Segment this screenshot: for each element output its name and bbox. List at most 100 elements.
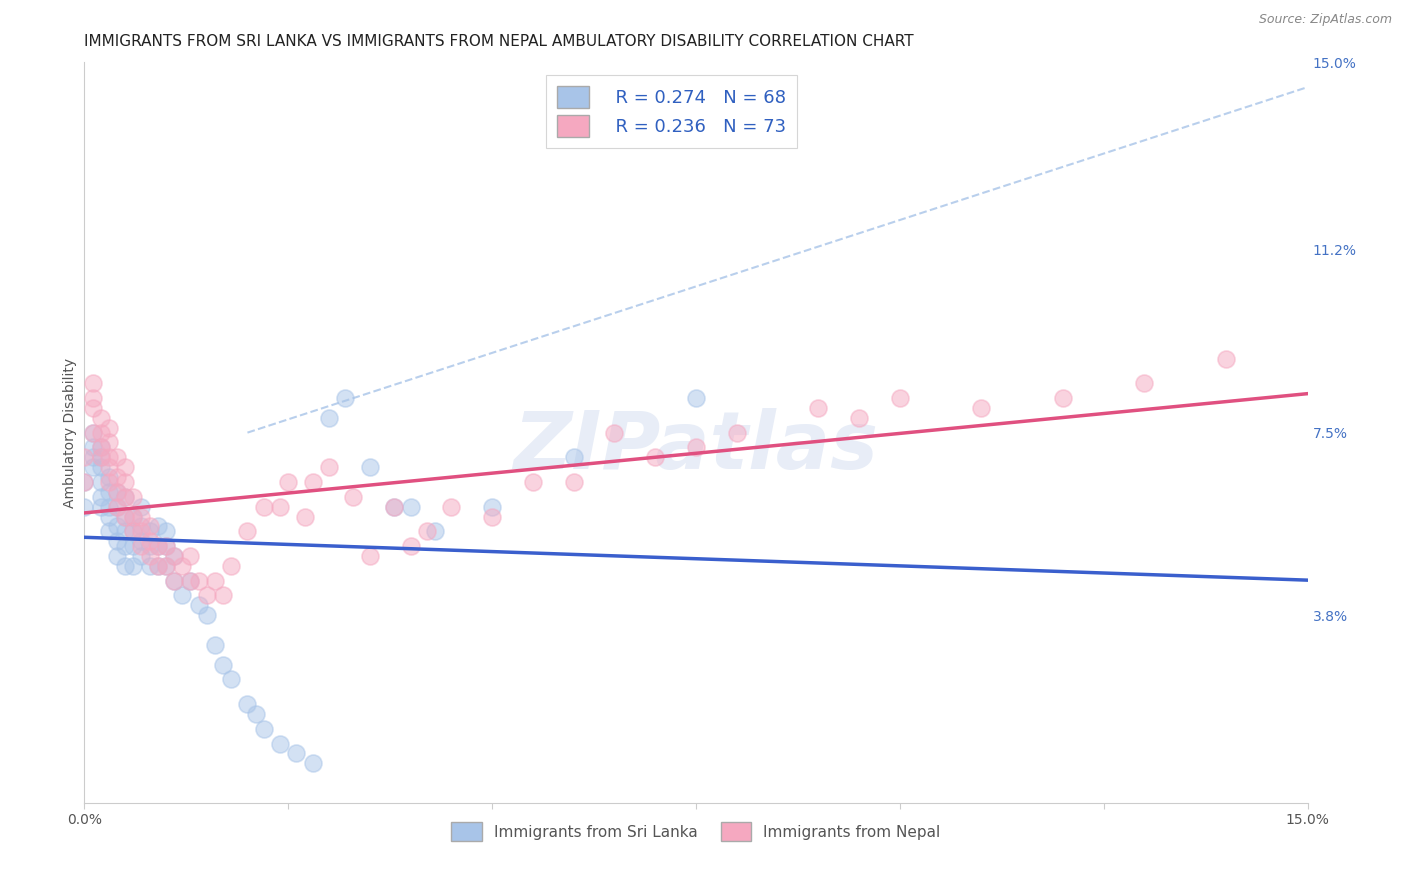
Point — [172, 589, 194, 603]
Point — [90, 441, 112, 455]
Point — [423, 524, 446, 539]
Point — [382, 500, 405, 514]
Point — [90, 475, 112, 489]
Point — [236, 524, 259, 539]
Point — [187, 574, 209, 588]
Point — [97, 460, 120, 475]
Point — [848, 410, 870, 425]
Point — [122, 539, 145, 553]
Point — [114, 475, 136, 489]
Point — [179, 549, 201, 563]
Point — [301, 756, 323, 771]
Point — [685, 441, 707, 455]
Point — [318, 460, 340, 475]
Point — [131, 519, 153, 533]
Point — [1052, 391, 1074, 405]
Point — [318, 410, 340, 425]
Point — [105, 519, 128, 533]
Point — [522, 475, 544, 489]
Point — [146, 539, 169, 553]
Point — [114, 509, 136, 524]
Point — [138, 534, 160, 549]
Point — [122, 509, 145, 524]
Point — [382, 500, 405, 514]
Point — [90, 425, 112, 440]
Point — [440, 500, 463, 514]
Point — [105, 484, 128, 499]
Point — [73, 475, 96, 489]
Point — [807, 401, 830, 415]
Y-axis label: Ambulatory Disability: Ambulatory Disability — [63, 358, 77, 508]
Point — [1215, 351, 1237, 366]
Point — [73, 450, 96, 465]
Point — [155, 524, 177, 539]
Point — [253, 500, 276, 514]
Point — [97, 470, 120, 484]
Point — [294, 509, 316, 524]
Point — [138, 549, 160, 563]
Point — [179, 574, 201, 588]
Point — [82, 460, 104, 475]
Point — [204, 638, 226, 652]
Point — [114, 509, 136, 524]
Point — [122, 558, 145, 573]
Text: Source: ZipAtlas.com: Source: ZipAtlas.com — [1258, 13, 1392, 27]
Point — [105, 500, 128, 514]
Point — [195, 589, 218, 603]
Legend: Immigrants from Sri Lanka, Immigrants from Nepal: Immigrants from Sri Lanka, Immigrants fr… — [446, 816, 946, 847]
Point — [97, 484, 120, 499]
Point — [82, 401, 104, 415]
Point — [122, 524, 145, 539]
Point — [172, 558, 194, 573]
Point — [163, 549, 186, 563]
Point — [97, 450, 120, 465]
Point — [416, 524, 439, 539]
Point — [114, 558, 136, 573]
Point — [146, 558, 169, 573]
Point — [90, 450, 112, 465]
Point — [219, 673, 242, 687]
Point — [131, 534, 153, 549]
Point — [285, 747, 308, 761]
Point — [212, 657, 235, 672]
Point — [105, 470, 128, 484]
Point — [73, 475, 96, 489]
Point — [90, 490, 112, 504]
Point — [179, 574, 201, 588]
Point — [82, 376, 104, 391]
Point — [122, 509, 145, 524]
Point — [105, 500, 128, 514]
Point — [105, 450, 128, 465]
Point — [105, 484, 128, 499]
Point — [73, 500, 96, 514]
Point — [82, 391, 104, 405]
Point — [163, 549, 186, 563]
Point — [236, 697, 259, 711]
Point — [342, 490, 364, 504]
Point — [163, 574, 186, 588]
Point — [146, 558, 169, 573]
Point — [359, 549, 381, 563]
Text: IMMIGRANTS FROM SRI LANKA VS IMMIGRANTS FROM NEPAL AMBULATORY DISABILITY CORRELA: IMMIGRANTS FROM SRI LANKA VS IMMIGRANTS … — [84, 34, 914, 49]
Point — [212, 589, 235, 603]
Point — [138, 524, 160, 539]
Point — [97, 500, 120, 514]
Text: ZIPatlas: ZIPatlas — [513, 409, 879, 486]
Point — [155, 539, 177, 553]
Point — [90, 500, 112, 514]
Point — [399, 539, 422, 553]
Point — [138, 519, 160, 533]
Point — [90, 460, 112, 475]
Point — [97, 509, 120, 524]
Point — [187, 599, 209, 613]
Point — [253, 722, 276, 736]
Point — [138, 539, 160, 553]
Point — [603, 425, 626, 440]
Point — [90, 410, 112, 425]
Point — [122, 490, 145, 504]
Point — [195, 608, 218, 623]
Point — [481, 500, 503, 514]
Point — [90, 441, 112, 455]
Point — [301, 475, 323, 489]
Point — [204, 574, 226, 588]
